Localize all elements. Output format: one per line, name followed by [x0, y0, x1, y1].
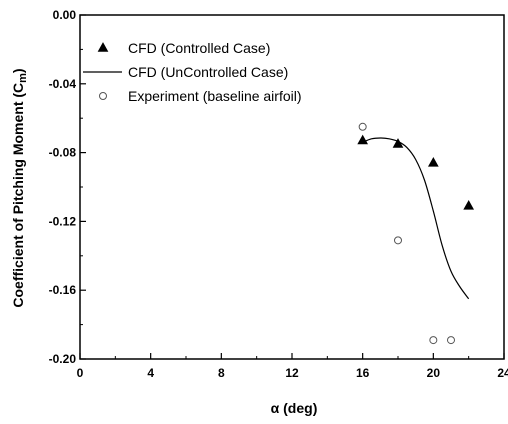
series-layer — [357, 122, 475, 345]
y-tick-label: -0.20 — [49, 352, 77, 366]
y-tick-label: -0.08 — [49, 146, 77, 160]
y-tick-label: -0.04 — [49, 77, 77, 91]
y-tick-label: 0.00 — [53, 8, 77, 22]
experiment-point — [394, 236, 402, 245]
experiment-point — [429, 336, 438, 345]
legend-circle-symbol — [99, 92, 107, 100]
x-tick-label: 24 — [497, 366, 508, 380]
uncontrolled-series-line — [362, 137, 470, 300]
legend: CFD (Controlled Case) CFD (UnControlled C… — [83, 40, 302, 104]
y-axis-title-main: Coefficient of Pitching Moment (C — [10, 83, 26, 308]
controlled-point — [427, 157, 439, 167]
y-axis-title: Coefficient of Pitching Moment (Cm) — [10, 68, 29, 307]
y-axis-title-subscript: m — [17, 73, 29, 83]
x-tick-label: 12 — [285, 366, 299, 380]
legend-triangle-symbol — [97, 42, 109, 52]
controlled-point — [463, 200, 475, 210]
controlled-point — [357, 134, 369, 145]
y-tick-label: -0.16 — [49, 283, 77, 297]
legend-label: CFD (Controlled Case) — [128, 40, 270, 56]
x-tick-label: 0 — [77, 366, 84, 380]
x-tick-label: 20 — [427, 366, 441, 380]
legend-label: Experiment (baseline airfoil) — [128, 88, 302, 104]
x-tick-label: 8 — [218, 366, 225, 380]
y-axis-title-close: ) — [10, 68, 26, 73]
legend-label: CFD (UnControlled Case) — [128, 64, 288, 80]
x-tick-label: 4 — [147, 366, 154, 380]
axes-layer: 0 4 8 12 16 20 24 0.00 -0.04 -0.08 -0.12 -0.16 -0.20 — [49, 8, 508, 380]
x-axis-title: α (deg) — [271, 400, 318, 416]
x-tick-label: 16 — [356, 366, 370, 380]
experiment-point — [358, 122, 367, 131]
experiment-point — [447, 336, 455, 345]
y-tick-label: -0.12 — [49, 214, 77, 228]
